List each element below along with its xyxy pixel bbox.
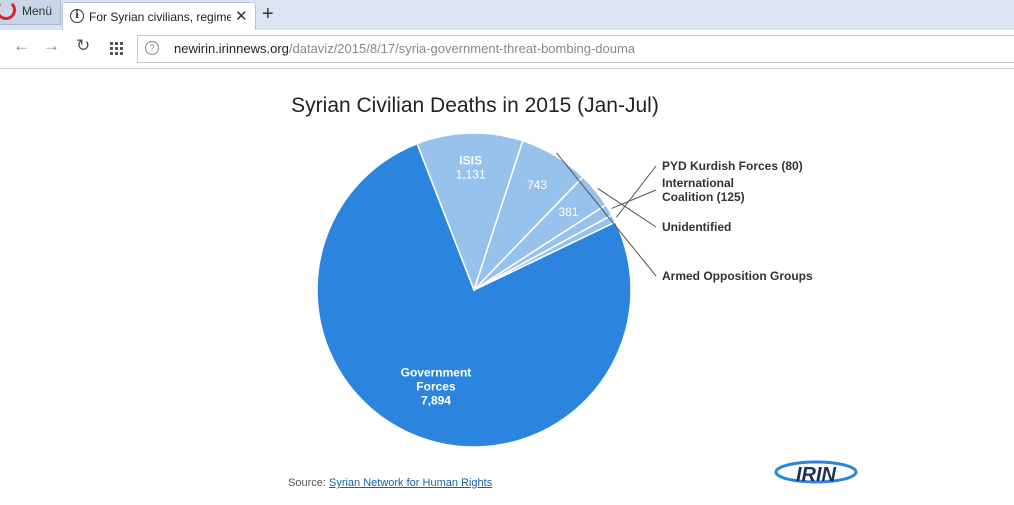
callout-line-international-coalition bbox=[611, 189, 657, 209]
irin-logo: IRIN bbox=[774, 460, 858, 486]
opera-icon bbox=[0, 0, 16, 20]
info-icon: i bbox=[70, 9, 84, 23]
callout-label-unidentified: Unidentified bbox=[662, 220, 731, 234]
slice-label-government-forces: Government Forces 7,894 bbox=[401, 365, 472, 407]
source-link[interactable]: Syrian Network for Human Rights bbox=[328, 477, 493, 489]
callout-label-armed-opposition-groups: Armed Opposition Groups bbox=[662, 269, 813, 283]
url-path: /dataviz/2015/8/17/syria-government-thre… bbox=[288, 41, 636, 56]
url-text[interactable]: newirin.irinnews.org/dataviz/2015/8/17/s… bbox=[174, 41, 635, 56]
reload-icon[interactable]: ↻ bbox=[76, 36, 91, 55]
callout-label-pyd-kurdish-forces: PYD Kurdish Forces (80) bbox=[662, 159, 803, 173]
chart-title: Syrian Civilian Deaths in 2015 (Jan-Jul) bbox=[291, 94, 659, 117]
toolbar: ← → ↻ ? newirin.irinnews.org/dataviz/201… bbox=[0, 30, 1014, 69]
address-bar[interactable]: ? newirin.irinnews.org/dataviz/2015/8/17… bbox=[137, 35, 1014, 63]
callout-line-pyd-kurdish-forces bbox=[616, 165, 657, 218]
pie-slice-isis bbox=[416, 132, 524, 293]
callout-label-international-coalition: International Coalition (125) bbox=[662, 176, 745, 204]
browser-tab[interactable]: i For Syrian civilians, regime ✕ bbox=[62, 2, 256, 31]
speed-dial-icon[interactable] bbox=[110, 42, 124, 56]
tab-title: For Syrian civilians, regime bbox=[89, 10, 231, 24]
slice-label-unidentified: 381 bbox=[559, 205, 579, 219]
url-domain: newirin.irinnews.org bbox=[174, 41, 289, 56]
source-line: Source: Syrian Network for Human Rights bbox=[288, 477, 492, 489]
pie-slice-government-forces bbox=[316, 142, 632, 448]
forward-arrow-icon[interactable]: → bbox=[43, 36, 60, 55]
tab-bar: Menü i For Syrian civilians, regime ✕ + bbox=[0, 0, 1014, 31]
close-tab-icon[interactable]: ✕ bbox=[235, 8, 248, 25]
pie-slice-pyd-kurdish-forces bbox=[473, 214, 617, 291]
menu-button[interactable]: Menü bbox=[0, 0, 61, 25]
site-info-icon[interactable]: ? bbox=[145, 41, 159, 55]
logo-orbit bbox=[774, 460, 858, 484]
menu-label: Menü bbox=[22, 4, 53, 18]
pie-chart: Government Forces 7,894 ISIS 1,131 743 381 Arme… bbox=[316, 132, 813, 448]
callout-line-unidentified bbox=[597, 187, 657, 228]
slice-label-armed-opposition-groups: 743 bbox=[527, 178, 547, 192]
new-tab-button[interactable]: + bbox=[262, 3, 274, 25]
slice-label-isis: ISIS 1,131 bbox=[456, 154, 486, 182]
logo-text: IRIN bbox=[796, 464, 837, 486]
back-arrow-icon[interactable]: ← bbox=[13, 36, 30, 55]
source-prefix: Source: bbox=[288, 477, 326, 489]
callout-line-armed-opposition-groups bbox=[556, 152, 657, 277]
